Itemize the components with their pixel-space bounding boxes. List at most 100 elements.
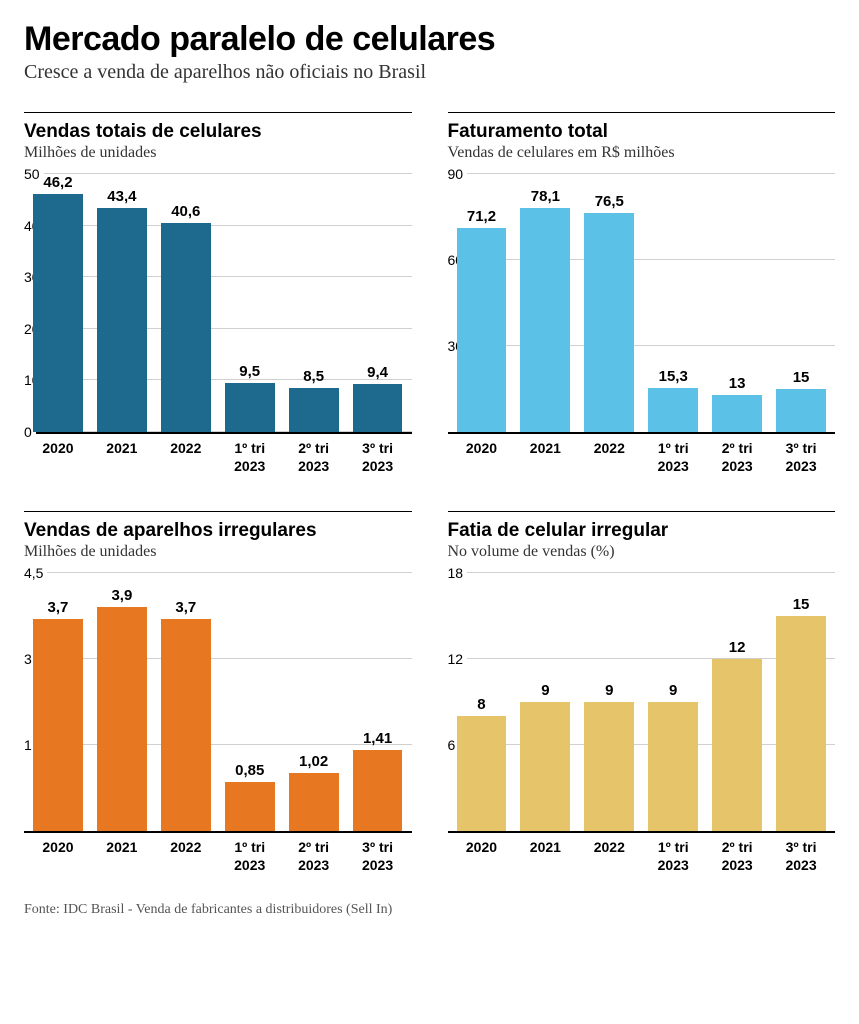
bar-rect xyxy=(225,383,275,432)
bar-slot: 15,3 xyxy=(641,174,705,432)
bar-slot: 9,5 xyxy=(218,174,282,432)
bar-value-label: 9,4 xyxy=(367,364,388,381)
chart-panel-fatia-irregular: Fatia de celular irregularNo volume de v… xyxy=(448,511,836,874)
main-subtitle: Cresce a venda de aparelhos não oficiais… xyxy=(24,61,835,84)
bar-value-label: 3,7 xyxy=(48,599,69,616)
x-axis-labels: 2020202120221º tri 20232º tri 20233º tri… xyxy=(448,833,836,874)
x-tick-label: 2021 xyxy=(513,440,577,475)
bar-rect xyxy=(457,228,507,432)
bar-rect xyxy=(776,616,826,831)
x-tick-label: 2022 xyxy=(577,839,641,874)
x-tick-label: 3º tri 2023 xyxy=(346,440,410,475)
bar-slot: 13 xyxy=(705,174,769,432)
x-axis-labels: 2020202120221º tri 20232º tri 20233º tri… xyxy=(24,833,412,874)
chart-area: 30609071,278,176,515,31315 xyxy=(448,174,836,434)
panel-subtitle: Milhões de unidades xyxy=(24,144,412,162)
x-tick-label: 3º tri 2023 xyxy=(769,440,833,475)
bar-slot: 1,41 xyxy=(346,573,410,831)
x-tick-label: 3º tri 2023 xyxy=(769,839,833,874)
bar-slot: 0,85 xyxy=(218,573,282,831)
bar-slot: 3,9 xyxy=(90,573,154,831)
bar-slot: 9 xyxy=(577,573,641,831)
x-tick-label: 2022 xyxy=(154,440,218,475)
bar-slot: 9 xyxy=(513,573,577,831)
bar-value-label: 9,5 xyxy=(239,363,260,380)
x-tick-label: 2021 xyxy=(513,839,577,874)
bars-container: 3,7 3,9 3,7 0,85 1,02 1,41 xyxy=(24,573,412,831)
bar-rect xyxy=(584,213,634,432)
chart-panel-faturamento-total: Faturamento totalVendas de celulares em … xyxy=(448,112,836,475)
bar-rect xyxy=(33,194,83,432)
bar-value-label: 3,9 xyxy=(111,587,132,604)
bar-rect xyxy=(225,782,275,831)
x-tick-label: 2020 xyxy=(26,839,90,874)
bar-slot: 1,02 xyxy=(282,573,346,831)
bar-rect xyxy=(648,702,698,831)
x-tick-label: 1º tri 2023 xyxy=(641,440,705,475)
x-tick-label: 2020 xyxy=(26,440,90,475)
chart-panel-vendas-totais: Vendas totais de celularesMilhões de uni… xyxy=(24,112,412,475)
bar-value-label: 13 xyxy=(729,375,746,392)
panel-title: Vendas de aparelhos irregulares xyxy=(24,520,412,542)
bar-slot: 46,2 xyxy=(26,174,90,432)
bar-rect xyxy=(161,223,211,432)
bar-rect xyxy=(520,208,570,432)
bar-slot: 8 xyxy=(450,573,514,831)
bar-value-label: 9 xyxy=(669,682,677,699)
bar-value-label: 3,7 xyxy=(175,599,196,616)
bar-value-label: 15,3 xyxy=(659,368,688,385)
bar-rect xyxy=(161,619,211,831)
bar-rect xyxy=(353,750,403,831)
source-footer: Fonte: IDC Brasil - Venda de fabricantes… xyxy=(24,902,835,918)
bar-slot: 15 xyxy=(769,174,833,432)
bar-slot: 78,1 xyxy=(513,174,577,432)
bar-slot: 3,7 xyxy=(154,573,218,831)
x-tick-label: 1º tri 2023 xyxy=(641,839,705,874)
bar-rect xyxy=(353,384,403,433)
bars-container: 46,243,440,69,58,59,4 xyxy=(24,174,412,432)
bar-slot: 15 xyxy=(769,573,833,831)
x-tick-label: 2º tri 2023 xyxy=(282,839,346,874)
bar-value-label: 0,85 xyxy=(235,762,264,779)
bar-value-label: 46,2 xyxy=(43,174,72,191)
main-title: Mercado paralelo de celulares xyxy=(24,20,835,59)
bar-slot: 43,4 xyxy=(90,174,154,432)
x-tick-label: 2022 xyxy=(577,440,641,475)
x-tick-label: 2º tri 2023 xyxy=(282,440,346,475)
bar-rect xyxy=(712,659,762,831)
panel-title: Vendas totais de celulares xyxy=(24,121,412,143)
bar-value-label: 1,41 xyxy=(363,730,392,747)
x-axis-labels: 2020202120221º tri 20232º tri 20233º tri… xyxy=(24,434,412,475)
x-tick-label: 2020 xyxy=(450,839,514,874)
bar-slot: 3,7 xyxy=(26,573,90,831)
x-tick-label: 2021 xyxy=(90,839,154,874)
bar-rect xyxy=(33,619,83,831)
bar-value-label: 8,5 xyxy=(303,368,324,385)
bar-rect xyxy=(712,395,762,432)
bars-container: 71,278,176,515,31315 xyxy=(448,174,836,432)
bar-rect xyxy=(648,388,698,432)
x-tick-label: 2021 xyxy=(90,440,154,475)
chart-area: 0102030405046,243,440,69,58,59,4 xyxy=(24,174,412,434)
x-tick-label: 1º tri 2023 xyxy=(218,440,282,475)
bar-value-label: 71,2 xyxy=(467,208,496,225)
bar-value-label: 15 xyxy=(793,596,810,613)
chart-area: 1,53,04,53,73,93,70,851,021,41 xyxy=(24,573,412,833)
bar-value-label: 9 xyxy=(541,682,549,699)
bar-rect xyxy=(97,607,147,831)
chart-grid: Vendas totais de celularesMilhões de uni… xyxy=(24,112,835,874)
x-tick-label: 1º tri 2023 xyxy=(218,839,282,874)
panel-subtitle: Vendas de celulares em R$ milhões xyxy=(448,144,836,162)
bar-slot: 9 xyxy=(641,573,705,831)
x-tick-label: 2º tri 2023 xyxy=(705,839,769,874)
chart-area: 6121889991215 xyxy=(448,573,836,833)
bars-container: 89991215 xyxy=(448,573,836,831)
bar-value-label: 12 xyxy=(729,639,746,656)
panel-title: Faturamento total xyxy=(448,121,836,143)
x-tick-label: 3º tri 2023 xyxy=(346,839,410,874)
bar-slot: 71,2 xyxy=(450,174,514,432)
bar-slot: 9,4 xyxy=(346,174,410,432)
x-tick-label: 2022 xyxy=(154,839,218,874)
bar-rect xyxy=(520,702,570,831)
panel-subtitle: Milhões de unidades xyxy=(24,543,412,561)
